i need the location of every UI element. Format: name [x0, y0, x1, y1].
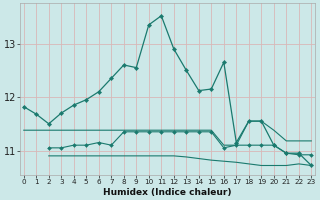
X-axis label: Humidex (Indice chaleur): Humidex (Indice chaleur): [103, 188, 232, 197]
